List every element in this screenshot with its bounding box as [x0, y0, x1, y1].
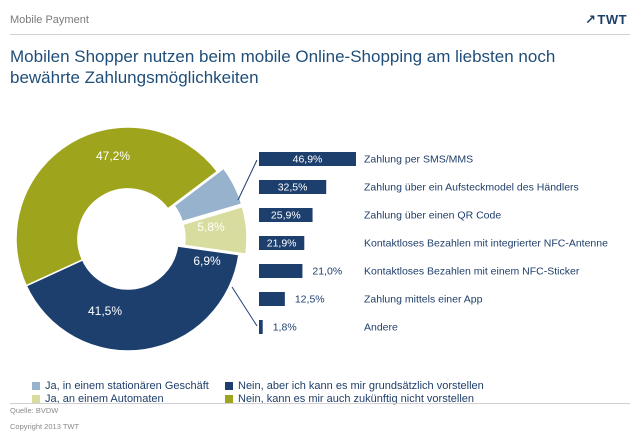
bar-value-label: 21,9%	[267, 237, 297, 249]
legend-label: Nein, kann es mir auch zukünftig nicht v…	[238, 392, 475, 405]
legend-label: Ja, in einem stationären Geschäft	[45, 379, 209, 392]
bar	[259, 320, 263, 334]
footer-divider	[10, 403, 630, 404]
donut-label: 5,8%	[197, 220, 225, 234]
donut-label: 6,9%	[193, 254, 221, 268]
donut-slice	[15, 126, 219, 287]
donut-slice	[25, 245, 240, 352]
bar-category-label: Kontaktloses Bezahlen mit einem NFC-Stic…	[364, 265, 580, 277]
bar-value-label: 25,9%	[271, 209, 301, 221]
twt-logo: ↗TWT	[585, 12, 627, 28]
bar	[259, 236, 305, 250]
donut-label: 47,2%	[96, 149, 130, 163]
legend-item-stationary: Ja, in einem stationären Geschäft	[32, 379, 209, 392]
bar-category-label: Kontaktloses Bezahlen mit integrierter N…	[364, 237, 608, 249]
connector-line	[237, 159, 258, 201]
legend-swatch	[225, 394, 233, 403]
legend-swatch	[32, 381, 40, 390]
legend-label: Ja, an einem Automaten	[45, 392, 164, 405]
bar-category-label: Zahlung über einen QR Code	[364, 209, 501, 221]
bar	[259, 208, 313, 222]
bar-value-label: 46,9%	[293, 153, 323, 165]
source-note: Quelle: BVDW	[10, 406, 59, 415]
copyright-note: Copyright 2013 TWT	[10, 422, 80, 431]
bar-category-label: Zahlung per SMS/MMS	[364, 153, 473, 165]
legend-item-could-imagine: Nein, aber ich kann es mir grundsätzlich…	[225, 379, 484, 392]
header-divider	[10, 34, 630, 35]
bar	[259, 264, 303, 278]
legend-right: Nein, aber ich kann es mir grundsätzlich…	[225, 379, 484, 405]
bar-category-label: Andere	[364, 321, 398, 333]
bar	[259, 152, 356, 166]
legend-item-automat: Ja, an einem Automaten	[32, 392, 209, 405]
connector-line	[231, 286, 258, 327]
section-label: Mobile Payment	[10, 14, 89, 26]
bar-value-label: 1,8%	[273, 321, 297, 333]
bar-value-label: 21,0%	[312, 265, 342, 277]
legend-label: Nein, aber ich kann es mir grundsätzlich…	[238, 379, 484, 392]
page-title: Mobilen Shopper nutzen beim mobile Onlin…	[10, 47, 556, 87]
donut-label: 41,5%	[88, 304, 122, 318]
legend-swatch	[32, 394, 40, 403]
bar-value-label: 12,5%	[295, 293, 325, 305]
legend-swatch	[225, 381, 233, 390]
donut-slice	[181, 205, 248, 255]
legend-left: Ja, in einem stationären Geschäft Ja, an…	[32, 379, 209, 405]
bar-category-label: Zahlung über ein Aufsteckmodel des Händl…	[364, 181, 579, 193]
bar-category-label: Zahlung mittels einer App	[364, 293, 483, 305]
donut-slice	[173, 167, 243, 223]
logo-text: TWT	[597, 12, 628, 27]
bar	[259, 292, 285, 306]
logo-arrow-icon: ↗	[585, 12, 597, 27]
legend-item-not-imagine: Nein, kann es mir auch zukünftig nicht v…	[225, 392, 484, 405]
bar	[259, 180, 327, 194]
bar-value-label: 32,5%	[278, 181, 308, 193]
